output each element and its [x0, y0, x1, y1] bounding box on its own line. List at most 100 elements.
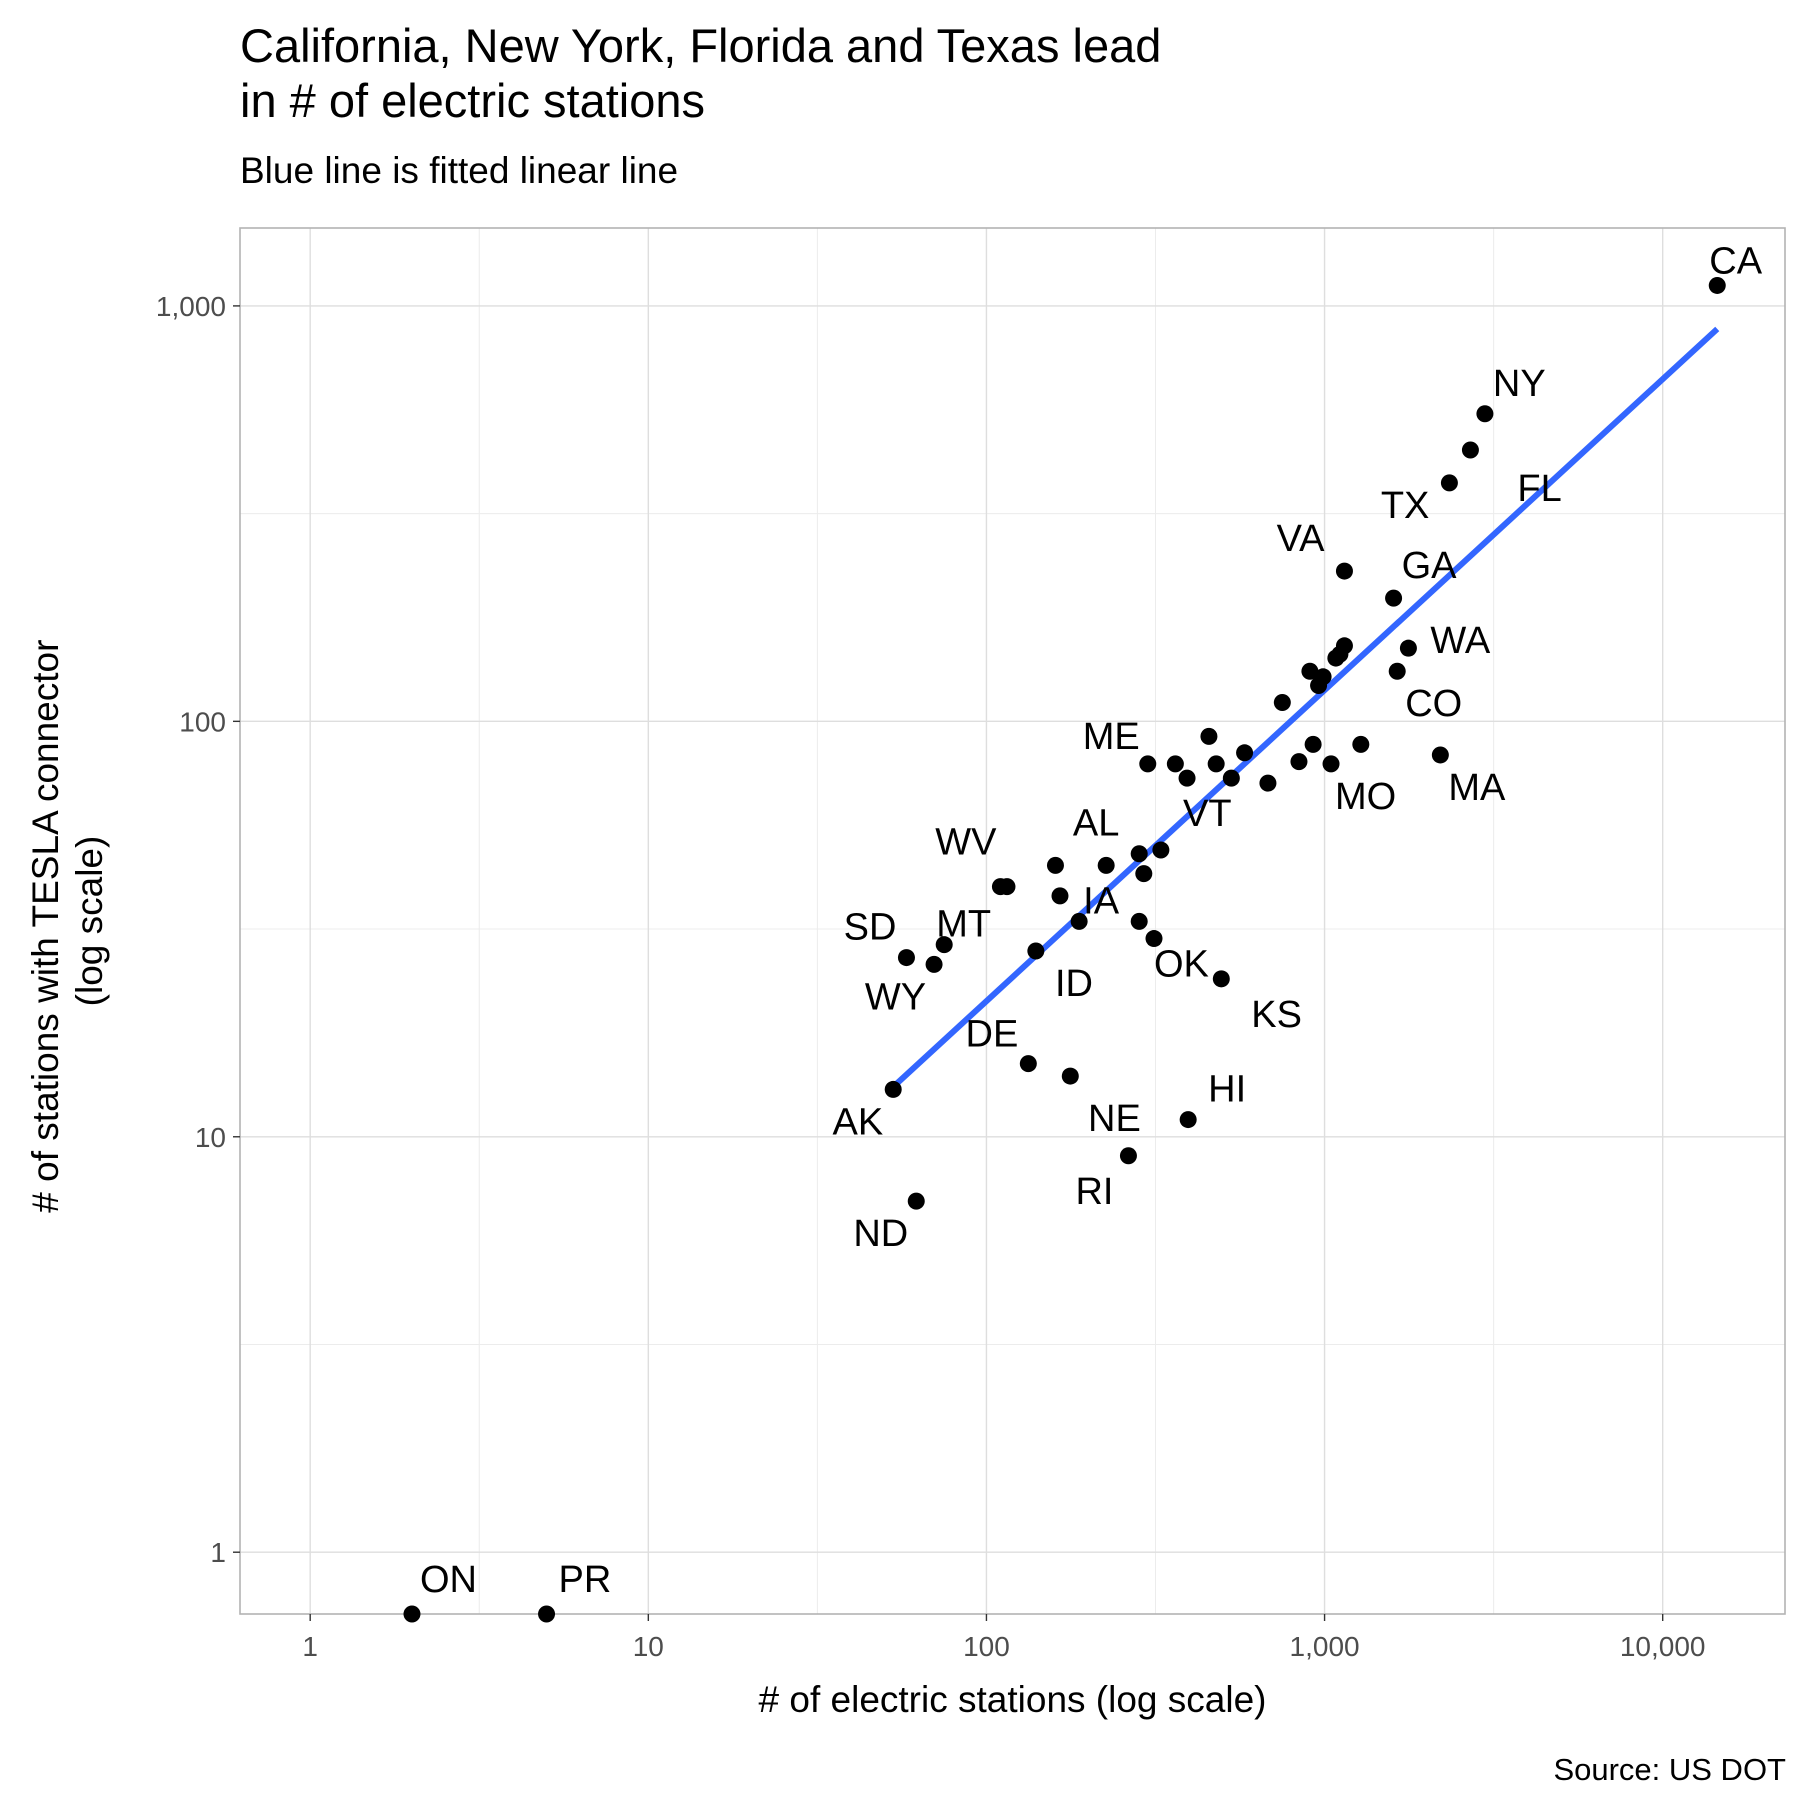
y-tick-label: 1,000 [156, 291, 226, 322]
data-point [1352, 735, 1370, 753]
point-label: RI [1075, 1171, 1113, 1213]
data-point [1166, 755, 1184, 773]
x-tick-label: 1,000 [1290, 1631, 1360, 1662]
data-point [907, 1192, 925, 1210]
point-label: IA [1083, 880, 1120, 922]
point-label: DE [966, 1014, 1019, 1056]
point-label: CO [1405, 683, 1462, 725]
data-point [1322, 755, 1340, 773]
chart-title-line-2: in # of electric stations [240, 74, 705, 127]
point-label-layer: CA NY FL TX VA GA WA CO MA MO ME VT AL WV IA MT SD OK ID WY… [420, 240, 1763, 1601]
y-tick-label: 10 [195, 1122, 226, 1153]
point-label: AK [833, 1101, 884, 1143]
point-label: ID [1055, 963, 1093, 1005]
chart-subtitle: Blue line is fitted linear line [240, 150, 679, 191]
data-point [1200, 727, 1218, 745]
data-point [1070, 912, 1088, 930]
data-point [1130, 845, 1148, 863]
data-point [1388, 662, 1406, 680]
point-label: VT [1183, 793, 1232, 835]
data-point [1399, 639, 1417, 657]
point-label: HI [1208, 1069, 1246, 1111]
x-tick-label: 100 [963, 1631, 1010, 1662]
data-point [1027, 942, 1045, 960]
data-point [1431, 746, 1449, 764]
data-point [1130, 912, 1148, 930]
data-point [1440, 474, 1458, 492]
fit-line [888, 326, 1720, 1092]
data-point [1152, 841, 1170, 859]
point-label: MA [1448, 767, 1506, 809]
data-point [1301, 662, 1319, 680]
chart-caption: Source: US DOT [1553, 1752, 1786, 1787]
data-point [1290, 753, 1308, 771]
data-point [1207, 755, 1225, 773]
data-point [1212, 970, 1230, 988]
data-point [1236, 744, 1254, 762]
data-point [1304, 735, 1322, 753]
point-label: ME [1083, 716, 1140, 758]
data-point [1178, 769, 1196, 787]
point-label: MT [936, 904, 991, 946]
point-label: OK [1154, 944, 1209, 986]
data-point [1335, 562, 1353, 580]
grid-major [240, 228, 1785, 1614]
y-axis-title: # of stations with TESLA connector (log … [25, 629, 110, 1212]
point-label: SD [844, 907, 897, 949]
y-axis-ticks: 1 10 100 1,000 [156, 291, 240, 1568]
point-label: VA [1277, 518, 1326, 560]
point-label: TX [1381, 485, 1430, 527]
point-label: WV [935, 822, 997, 864]
point-label: AL [1073, 802, 1119, 844]
x-axis-title: # of electric stations (log scale) [759, 1679, 1267, 1720]
point-label: MO [1335, 776, 1396, 818]
data-point [897, 949, 915, 967]
point-label: NE [1088, 1098, 1141, 1140]
data-point [1273, 694, 1291, 712]
data-point [884, 1080, 902, 1098]
data-point [1708, 276, 1726, 294]
data-point [1061, 1067, 1079, 1085]
data-point [1051, 887, 1069, 905]
data-point [1259, 774, 1277, 792]
data-point [1135, 865, 1153, 883]
point-label: ON [420, 1559, 477, 1601]
point-label: KS [1251, 994, 1302, 1036]
point-label: CA [1709, 240, 1762, 282]
data-point [1331, 645, 1349, 663]
y-tick-label: 1 [210, 1537, 226, 1568]
x-tick-label: 10,000 [1620, 1631, 1706, 1662]
data-point [538, 1605, 556, 1623]
point-label: WA [1430, 620, 1490, 662]
data-point [403, 1605, 421, 1623]
grid-minor [240, 228, 1785, 1614]
data-point [1046, 856, 1064, 874]
data-point [925, 955, 943, 973]
point-label: GA [1402, 545, 1458, 587]
x-axis-ticks: 1 10 100 1,000 10,000 [302, 1614, 1706, 1662]
data-point [991, 878, 1009, 896]
point-label: FL [1517, 468, 1561, 510]
data-point [1222, 769, 1240, 787]
data-point [1476, 405, 1494, 423]
data-point [935, 936, 953, 954]
data-point [1385, 589, 1403, 607]
data-point [1461, 441, 1479, 459]
data-point [1119, 1147, 1137, 1165]
data-point [1139, 755, 1157, 773]
y-axis-title-line-1: # of stations with TESLA connector [25, 640, 66, 1213]
y-axis-title-line-2: (log scale) [69, 836, 110, 1007]
data-point [1097, 856, 1115, 874]
chart-title: California, New York, Florida and Texas … [240, 18, 1161, 128]
point-label: ND [853, 1213, 908, 1255]
fit-line-layer [888, 326, 1720, 1092]
chart-title-line-1: California, New York, Florida and Texas … [240, 19, 1162, 72]
x-tick-label: 1 [302, 1631, 318, 1662]
point-layer [403, 276, 1726, 1623]
data-point [1145, 930, 1163, 948]
y-tick-label: 100 [179, 706, 226, 737]
point-label: PR [559, 1559, 612, 1601]
point-label: WY [865, 976, 926, 1018]
